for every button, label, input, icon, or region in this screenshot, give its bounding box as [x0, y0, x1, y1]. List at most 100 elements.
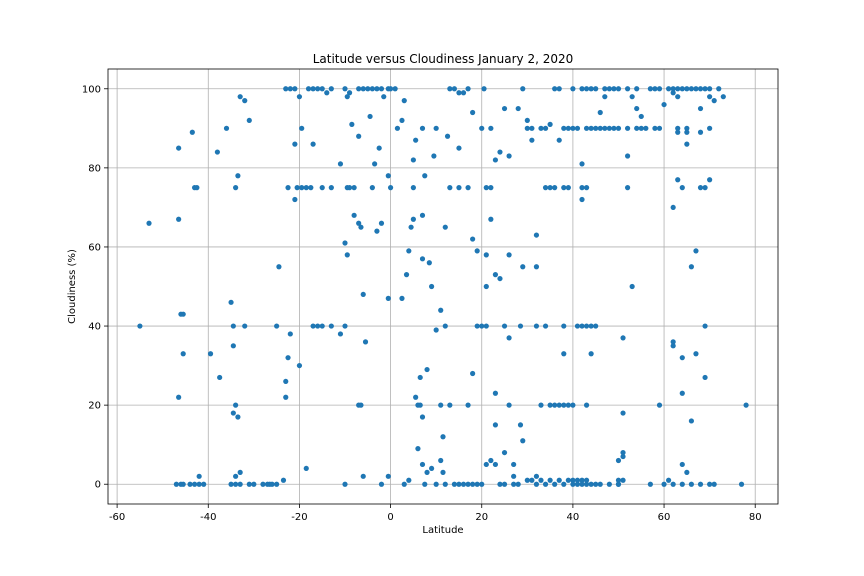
data-point: [552, 481, 558, 487]
data-point: [237, 481, 243, 487]
data-point: [656, 125, 663, 131]
data-point: [533, 264, 540, 270]
data-point: [470, 481, 476, 487]
data-point: [465, 185, 471, 191]
data-point: [629, 283, 635, 290]
data-point: [602, 125, 608, 131]
data-point: [479, 481, 485, 487]
data-point: [574, 125, 581, 131]
data-point: [356, 133, 362, 139]
data-point: [533, 323, 540, 329]
data-point: [201, 481, 207, 487]
data-point: [426, 260, 432, 266]
data-point: [146, 220, 152, 226]
data-point: [433, 327, 439, 333]
data-point: [456, 90, 462, 96]
data-point: [342, 240, 348, 246]
data-point: [296, 94, 303, 100]
data-point: [280, 477, 287, 483]
data-point: [233, 473, 239, 479]
data-point: [738, 481, 745, 487]
data-point: [376, 145, 382, 151]
data-point: [456, 185, 462, 191]
data-point: [597, 125, 603, 131]
data-point: [634, 105, 640, 112]
data-point: [319, 86, 325, 92]
data-point: [615, 477, 622, 483]
x-tick-label: 80: [749, 512, 762, 523]
data-point: [438, 457, 444, 464]
y-tick-label: 40: [88, 322, 101, 333]
data-point: [433, 481, 439, 487]
data-point: [387, 86, 394, 92]
data-point: [679, 390, 685, 396]
data-point: [233, 402, 239, 408]
data-point: [369, 86, 375, 92]
data-point: [670, 343, 676, 349]
data-point: [570, 402, 576, 408]
data-point: [401, 98, 407, 104]
data-point: [424, 366, 430, 373]
data-point: [492, 157, 499, 163]
data-point: [675, 177, 681, 183]
data-point: [542, 185, 549, 191]
data-point: [488, 216, 494, 222]
data-point: [406, 248, 412, 254]
data-point: [547, 477, 553, 483]
data-point: [438, 307, 444, 313]
data-point: [251, 481, 257, 487]
data-point: [666, 86, 672, 92]
data-point: [506, 252, 512, 258]
data-point: [520, 264, 526, 270]
data-point: [638, 113, 644, 120]
data-point: [230, 343, 236, 349]
data-point: [542, 125, 549, 131]
data-point: [483, 461, 489, 468]
x-tick-label: -40: [200, 512, 216, 523]
data-point: [438, 402, 444, 408]
data-point: [479, 125, 485, 131]
data-point: [620, 335, 626, 341]
data-point: [679, 461, 685, 468]
data-point: [194, 185, 200, 191]
data-point: [403, 272, 410, 278]
data-points: [137, 86, 749, 487]
data-point: [517, 323, 524, 329]
data-point: [588, 481, 594, 487]
data-point: [369, 185, 375, 191]
data-point: [460, 481, 467, 487]
data-point: [180, 311, 186, 317]
data-point: [716, 86, 722, 92]
data-point: [688, 86, 695, 92]
data-point: [419, 125, 426, 131]
data-point: [415, 446, 421, 452]
data-point: [624, 125, 631, 131]
data-point: [615, 481, 622, 487]
data-point: [615, 125, 622, 131]
data-point: [552, 402, 558, 408]
data-point: [547, 121, 553, 127]
data-point: [561, 481, 567, 487]
data-point: [315, 323, 321, 329]
data-point: [328, 185, 334, 191]
chart-title: Latitude versus Cloudiness January 2, 20…: [313, 52, 574, 66]
data-point: [529, 125, 535, 131]
data-point: [697, 105, 704, 112]
data-point: [444, 133, 451, 139]
data-point: [308, 185, 314, 191]
data-point: [460, 90, 467, 96]
data-point: [652, 86, 658, 92]
data-point: [634, 86, 640, 92]
data-point: [597, 481, 603, 487]
data-point: [451, 86, 457, 92]
data-point: [237, 94, 243, 100]
data-point: [542, 323, 549, 329]
x-tick-label: 60: [658, 512, 671, 523]
data-point: [707, 94, 713, 100]
data-point: [583, 323, 590, 329]
x-tick-label: -60: [109, 512, 125, 523]
data-point: [638, 125, 644, 131]
data-point: [561, 125, 567, 131]
data-point: [344, 252, 350, 258]
